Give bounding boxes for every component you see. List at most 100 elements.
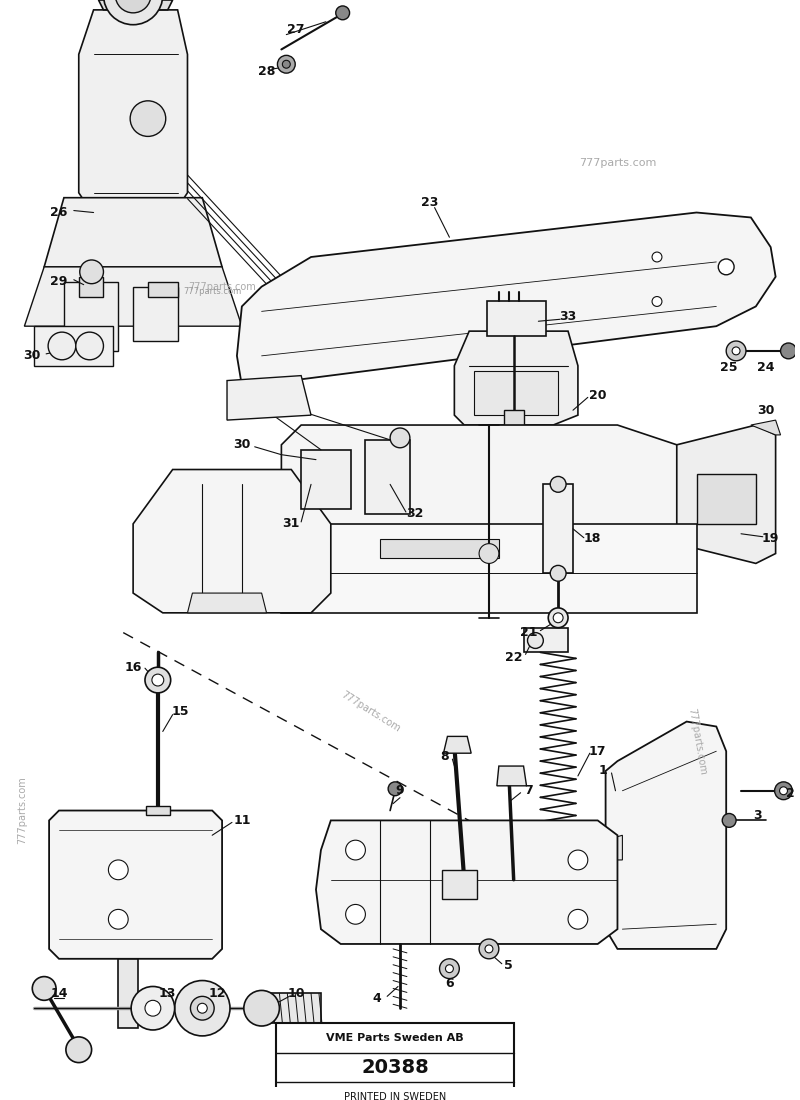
Bar [262, 993, 321, 1023]
Bar [504, 410, 523, 425]
Bar [543, 484, 573, 573]
Text: 777parts.com: 777parts.com [18, 777, 27, 845]
Circle shape [152, 674, 164, 686]
Circle shape [779, 786, 787, 794]
Text: 7: 7 [524, 784, 533, 798]
Text: 1: 1 [598, 764, 607, 778]
Circle shape [718, 258, 734, 275]
Circle shape [390, 428, 410, 448]
Circle shape [145, 1000, 161, 1016]
Circle shape [131, 987, 174, 1030]
Text: 29: 29 [50, 275, 68, 288]
Circle shape [278, 55, 295, 73]
Text: 3: 3 [754, 808, 762, 822]
Bar [301, 450, 350, 509]
Text: 6: 6 [445, 977, 454, 990]
Circle shape [652, 297, 662, 307]
Text: 27: 27 [287, 23, 305, 36]
Circle shape [48, 332, 76, 360]
Circle shape [103, 0, 162, 24]
Circle shape [346, 840, 366, 860]
Text: 5: 5 [504, 959, 513, 972]
Circle shape [190, 997, 214, 1020]
Circle shape [550, 565, 566, 581]
Text: 21: 21 [520, 626, 538, 639]
Text: 30: 30 [757, 404, 774, 417]
Bar [366, 440, 410, 514]
Text: 18: 18 [584, 532, 602, 546]
Polygon shape [207, 484, 271, 593]
Polygon shape [282, 425, 697, 543]
Text: PRINTED IN SWEDEN: PRINTED IN SWEDEN [344, 1092, 446, 1100]
Circle shape [115, 0, 151, 13]
Text: 30: 30 [233, 438, 250, 451]
Bar [118, 959, 138, 1028]
Circle shape [174, 980, 230, 1036]
Text: 31: 31 [282, 517, 300, 530]
Polygon shape [442, 870, 477, 900]
Text: 11: 11 [233, 814, 250, 827]
Text: 23: 23 [421, 196, 438, 209]
Bar [64, 282, 118, 351]
Circle shape [244, 990, 279, 1026]
Circle shape [568, 910, 588, 930]
Polygon shape [49, 811, 222, 959]
Circle shape [550, 476, 566, 493]
Text: 22: 22 [505, 651, 522, 663]
Circle shape [76, 332, 103, 360]
Text: 33: 33 [559, 310, 577, 322]
Circle shape [781, 343, 796, 359]
Circle shape [568, 850, 588, 870]
Polygon shape [751, 420, 781, 434]
Text: VME Parts Sweden AB: VME Parts Sweden AB [326, 1033, 464, 1043]
Text: 26: 26 [50, 206, 68, 219]
Circle shape [479, 939, 499, 959]
Bar [523, 628, 568, 652]
Polygon shape [227, 375, 311, 420]
Circle shape [446, 965, 454, 972]
Text: 777parts.com: 777parts.com [339, 690, 402, 734]
Text: 12: 12 [208, 987, 226, 1000]
Circle shape [109, 860, 128, 880]
Circle shape [726, 341, 746, 361]
Circle shape [336, 6, 350, 20]
Text: 14: 14 [50, 987, 68, 1000]
Text: 777parts.com: 777parts.com [183, 287, 242, 296]
Text: 25: 25 [721, 361, 738, 374]
Polygon shape [237, 499, 286, 598]
Bar [133, 287, 178, 341]
Text: 16: 16 [125, 661, 142, 673]
Bar [487, 301, 546, 337]
Polygon shape [497, 766, 526, 785]
Text: 777parts.com: 777parts.com [188, 282, 256, 292]
Text: 20: 20 [589, 389, 606, 402]
Circle shape [479, 543, 499, 563]
Polygon shape [98, 0, 173, 10]
Circle shape [527, 632, 543, 648]
Bar [474, 371, 558, 415]
Text: 24: 24 [757, 361, 774, 374]
Text: 30: 30 [24, 350, 41, 362]
Polygon shape [178, 474, 262, 593]
Circle shape [282, 60, 290, 68]
Polygon shape [677, 425, 776, 563]
Circle shape [388, 782, 402, 795]
Polygon shape [606, 835, 622, 860]
Bar [34, 327, 114, 365]
Polygon shape [44, 198, 222, 267]
Circle shape [346, 904, 366, 924]
Circle shape [554, 613, 563, 623]
Polygon shape [606, 722, 726, 949]
Bar [277, 1023, 514, 1100]
Circle shape [485, 945, 493, 953]
Circle shape [774, 782, 793, 800]
Circle shape [80, 260, 103, 284]
Polygon shape [78, 10, 187, 208]
Text: 10: 10 [287, 987, 305, 1000]
Bar [697, 474, 756, 524]
Circle shape [732, 346, 740, 355]
Circle shape [198, 1003, 207, 1013]
Circle shape [66, 1037, 92, 1063]
Bar [380, 539, 499, 559]
Circle shape [145, 668, 170, 693]
